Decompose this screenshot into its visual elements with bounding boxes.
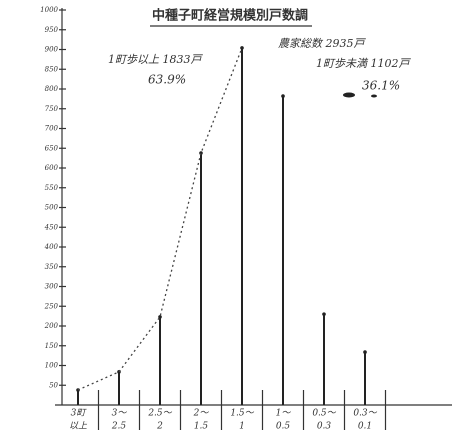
x-tick-label: 2 bbox=[156, 422, 163, 432]
y-tick-label: 100 bbox=[45, 362, 59, 370]
y-tick-label: 1000 bbox=[40, 6, 58, 14]
y-tick-label: 450 bbox=[44, 223, 59, 231]
x-tick-label: 以上 bbox=[69, 421, 88, 432]
y-tick-label: 50 bbox=[49, 381, 58, 389]
ink-blot bbox=[371, 94, 377, 98]
annotation: 農家総数 2935戸 bbox=[278, 37, 366, 50]
y-tick-label: 700 bbox=[45, 125, 59, 133]
y-tick-label: 250 bbox=[44, 302, 59, 310]
x-tick-label: 1〜 bbox=[276, 409, 292, 419]
y-tick-label: 750 bbox=[45, 105, 59, 113]
annotation: 1町歩以上 1833戸 bbox=[108, 53, 203, 66]
y-tick-label: 900 bbox=[45, 46, 59, 54]
bar-cap bbox=[322, 312, 326, 316]
y-tick-label: 550 bbox=[45, 184, 59, 192]
x-tick-label: 2.5 bbox=[111, 422, 127, 432]
annotation: 36.1% bbox=[362, 79, 400, 93]
y-tick-label: 350 bbox=[45, 263, 59, 271]
x-tick-label: 1 bbox=[239, 422, 245, 432]
x-tick-label: 0.5〜 bbox=[312, 409, 336, 419]
y-tick-label: 800 bbox=[45, 85, 59, 93]
x-tick-label: 3〜 bbox=[112, 409, 128, 419]
bar-cap bbox=[363, 350, 367, 354]
chart-title: 中種子町経営規模別戸数調 bbox=[152, 8, 308, 24]
x-tick-label: 0.5 bbox=[276, 422, 291, 432]
annotation: 1町歩未満 1102戸 bbox=[316, 57, 411, 70]
bar-cap bbox=[281, 94, 285, 98]
bar-cap bbox=[158, 315, 162, 319]
x-tick-label: 2.5〜 bbox=[147, 409, 172, 419]
y-tick-label: 600 bbox=[45, 164, 59, 172]
y-tick-label: 950 bbox=[45, 26, 59, 34]
x-tick-label: 1.5 bbox=[194, 422, 209, 432]
y-tick-label: 500 bbox=[45, 204, 59, 212]
x-tick-label: 2〜 bbox=[193, 409, 210, 419]
y-tick-label: 200 bbox=[44, 322, 59, 330]
y-tick-label: 400 bbox=[44, 243, 59, 251]
y-tick-label: 850 bbox=[45, 65, 59, 73]
x-tick-label: 1.5〜 bbox=[230, 409, 254, 419]
y-tick-label: 300 bbox=[45, 283, 59, 291]
x-tick-label: 0.1 bbox=[358, 422, 372, 432]
x-tick-label: 3町 bbox=[71, 409, 88, 419]
y-tick-label: 650 bbox=[45, 144, 59, 152]
bar-cap bbox=[199, 151, 203, 155]
x-tick-label: 0.3 bbox=[317, 422, 332, 432]
annotation: 63.9% bbox=[148, 73, 186, 87]
ink-blot bbox=[343, 92, 355, 98]
y-tick-label: 150 bbox=[45, 342, 59, 350]
x-tick-label: 0.3〜 bbox=[353, 409, 377, 419]
